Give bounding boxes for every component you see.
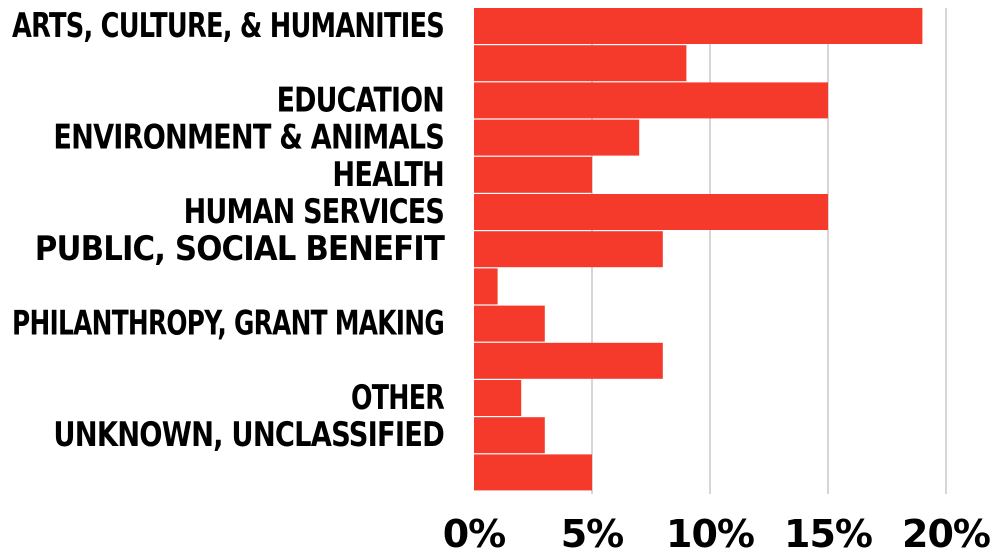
bar (474, 194, 828, 230)
category-label: EDUCATION (277, 80, 444, 120)
category-label: HEALTH (332, 155, 444, 195)
bar (474, 231, 663, 268)
category-labels: ARTS, CULTURE, & HUMANITIES EDUCATIONENVI… (12, 6, 447, 455)
category-label: PHILANTHROPY, GRANT MAKING (12, 304, 444, 344)
category-label: ARTS, CULTURE, & HUMANITIES (12, 6, 444, 46)
bar (474, 82, 828, 119)
category-label: OTHER (351, 378, 445, 418)
bar (474, 380, 522, 416)
x-tick-label: 0% (443, 512, 506, 552)
x-tick-label: 5% (561, 512, 624, 552)
bar (474, 305, 545, 342)
bar (474, 119, 640, 156)
bar (474, 45, 687, 82)
bar (474, 156, 592, 193)
bar (474, 268, 498, 305)
bar (474, 417, 545, 454)
category-label: ENVIRONMENT & ANIMALS (53, 118, 444, 158)
bar (474, 8, 923, 44)
bar (474, 342, 663, 379)
category-label: UNKNOWN, UNCLASSIFIED (53, 415, 444, 455)
x-tick-label: 20% (902, 512, 990, 552)
x-tick-label: 10% (666, 512, 754, 552)
bars (474, 8, 923, 491)
x-axis-tick-labels: 0% 5% 10% 15% 20% (443, 512, 991, 552)
category-label: HUMAN SERVICES (184, 192, 444, 232)
category-label: PUBLIC, SOCIAL BENEFIT (35, 229, 446, 269)
x-tick-label: 15% (784, 512, 872, 552)
bar (474, 454, 592, 491)
